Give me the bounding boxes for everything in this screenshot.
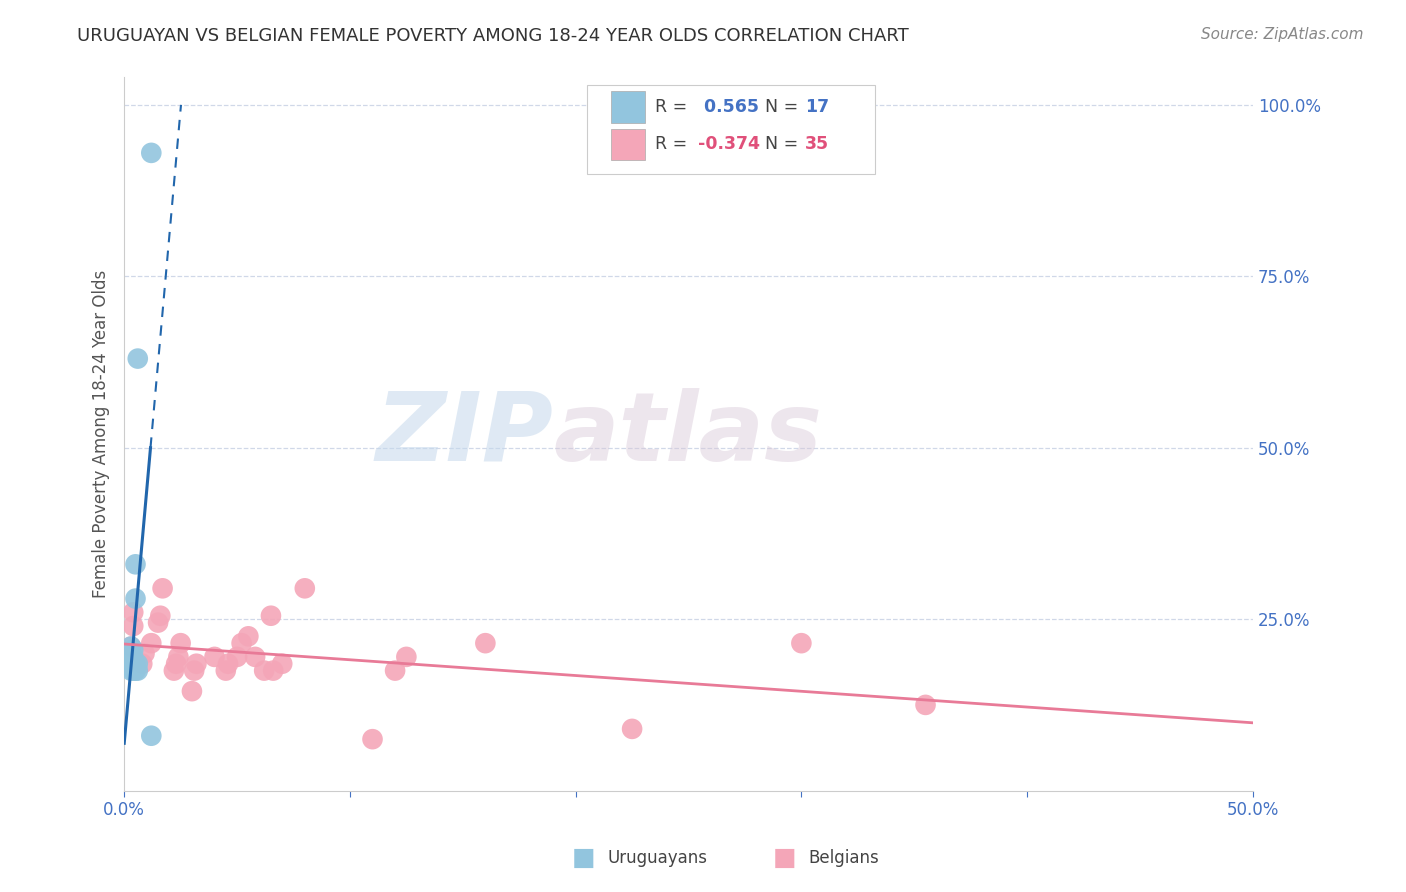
Point <box>131 657 153 671</box>
Text: ZIP: ZIP <box>375 387 553 481</box>
Point <box>122 664 145 678</box>
Text: Source: ZipAtlas.com: Source: ZipAtlas.com <box>1201 27 1364 42</box>
Point <box>262 664 284 678</box>
Point <box>120 653 142 667</box>
FancyBboxPatch shape <box>610 128 644 161</box>
Point <box>167 649 190 664</box>
Point <box>141 145 163 160</box>
Point <box>120 640 142 654</box>
Point <box>122 649 145 664</box>
Point <box>384 664 406 678</box>
Text: 17: 17 <box>804 98 830 116</box>
Point <box>134 647 156 661</box>
Point <box>124 591 146 606</box>
Point <box>181 684 204 698</box>
Point <box>122 619 145 633</box>
Text: atlas: atlas <box>553 387 823 481</box>
Text: 0.565: 0.565 <box>697 98 759 116</box>
Point <box>152 582 174 596</box>
Point <box>122 605 145 619</box>
Point <box>163 664 186 678</box>
Point <box>914 698 936 712</box>
Point <box>621 722 644 736</box>
Point <box>260 608 283 623</box>
Point <box>127 664 149 678</box>
Point <box>141 729 163 743</box>
Point <box>124 558 146 572</box>
Point <box>149 608 172 623</box>
Text: N =: N = <box>754 98 804 116</box>
Point <box>146 615 169 630</box>
Point <box>253 664 276 678</box>
Point <box>395 649 418 664</box>
Text: URUGUAYAN VS BELGIAN FEMALE POVERTY AMONG 18-24 YEAR OLDS CORRELATION CHART: URUGUAYAN VS BELGIAN FEMALE POVERTY AMON… <box>77 27 910 45</box>
Point <box>141 636 163 650</box>
Point <box>127 351 149 366</box>
Point <box>790 636 813 650</box>
Point <box>186 657 208 671</box>
Point <box>127 657 149 671</box>
Point <box>204 649 226 664</box>
Text: ■: ■ <box>773 847 796 870</box>
Point <box>215 664 238 678</box>
Point <box>271 657 294 671</box>
Text: 35: 35 <box>804 136 830 153</box>
Text: N =: N = <box>754 136 804 153</box>
Text: R =: R = <box>655 98 692 116</box>
Point <box>124 657 146 671</box>
Point <box>243 649 266 664</box>
FancyBboxPatch shape <box>586 85 875 174</box>
Point <box>183 664 205 678</box>
Y-axis label: Female Poverty Among 18-24 Year Olds: Female Poverty Among 18-24 Year Olds <box>93 270 110 599</box>
Text: -0.374: -0.374 <box>697 136 759 153</box>
Point <box>120 640 142 654</box>
Text: Uruguayans: Uruguayans <box>607 849 707 867</box>
Point <box>294 582 316 596</box>
Point <box>361 732 384 747</box>
Point <box>231 636 253 650</box>
Point <box>122 643 145 657</box>
Point <box>165 657 187 671</box>
Point <box>226 649 249 664</box>
Point <box>124 664 146 678</box>
FancyBboxPatch shape <box>610 91 644 123</box>
Point <box>120 664 142 678</box>
Text: Belgians: Belgians <box>808 849 879 867</box>
Text: R =: R = <box>655 136 692 153</box>
Point <box>217 657 239 671</box>
Text: ■: ■ <box>572 847 595 870</box>
Point <box>122 657 145 671</box>
Point <box>120 647 142 661</box>
Point <box>169 636 191 650</box>
Point <box>474 636 496 650</box>
Point <box>238 629 260 643</box>
